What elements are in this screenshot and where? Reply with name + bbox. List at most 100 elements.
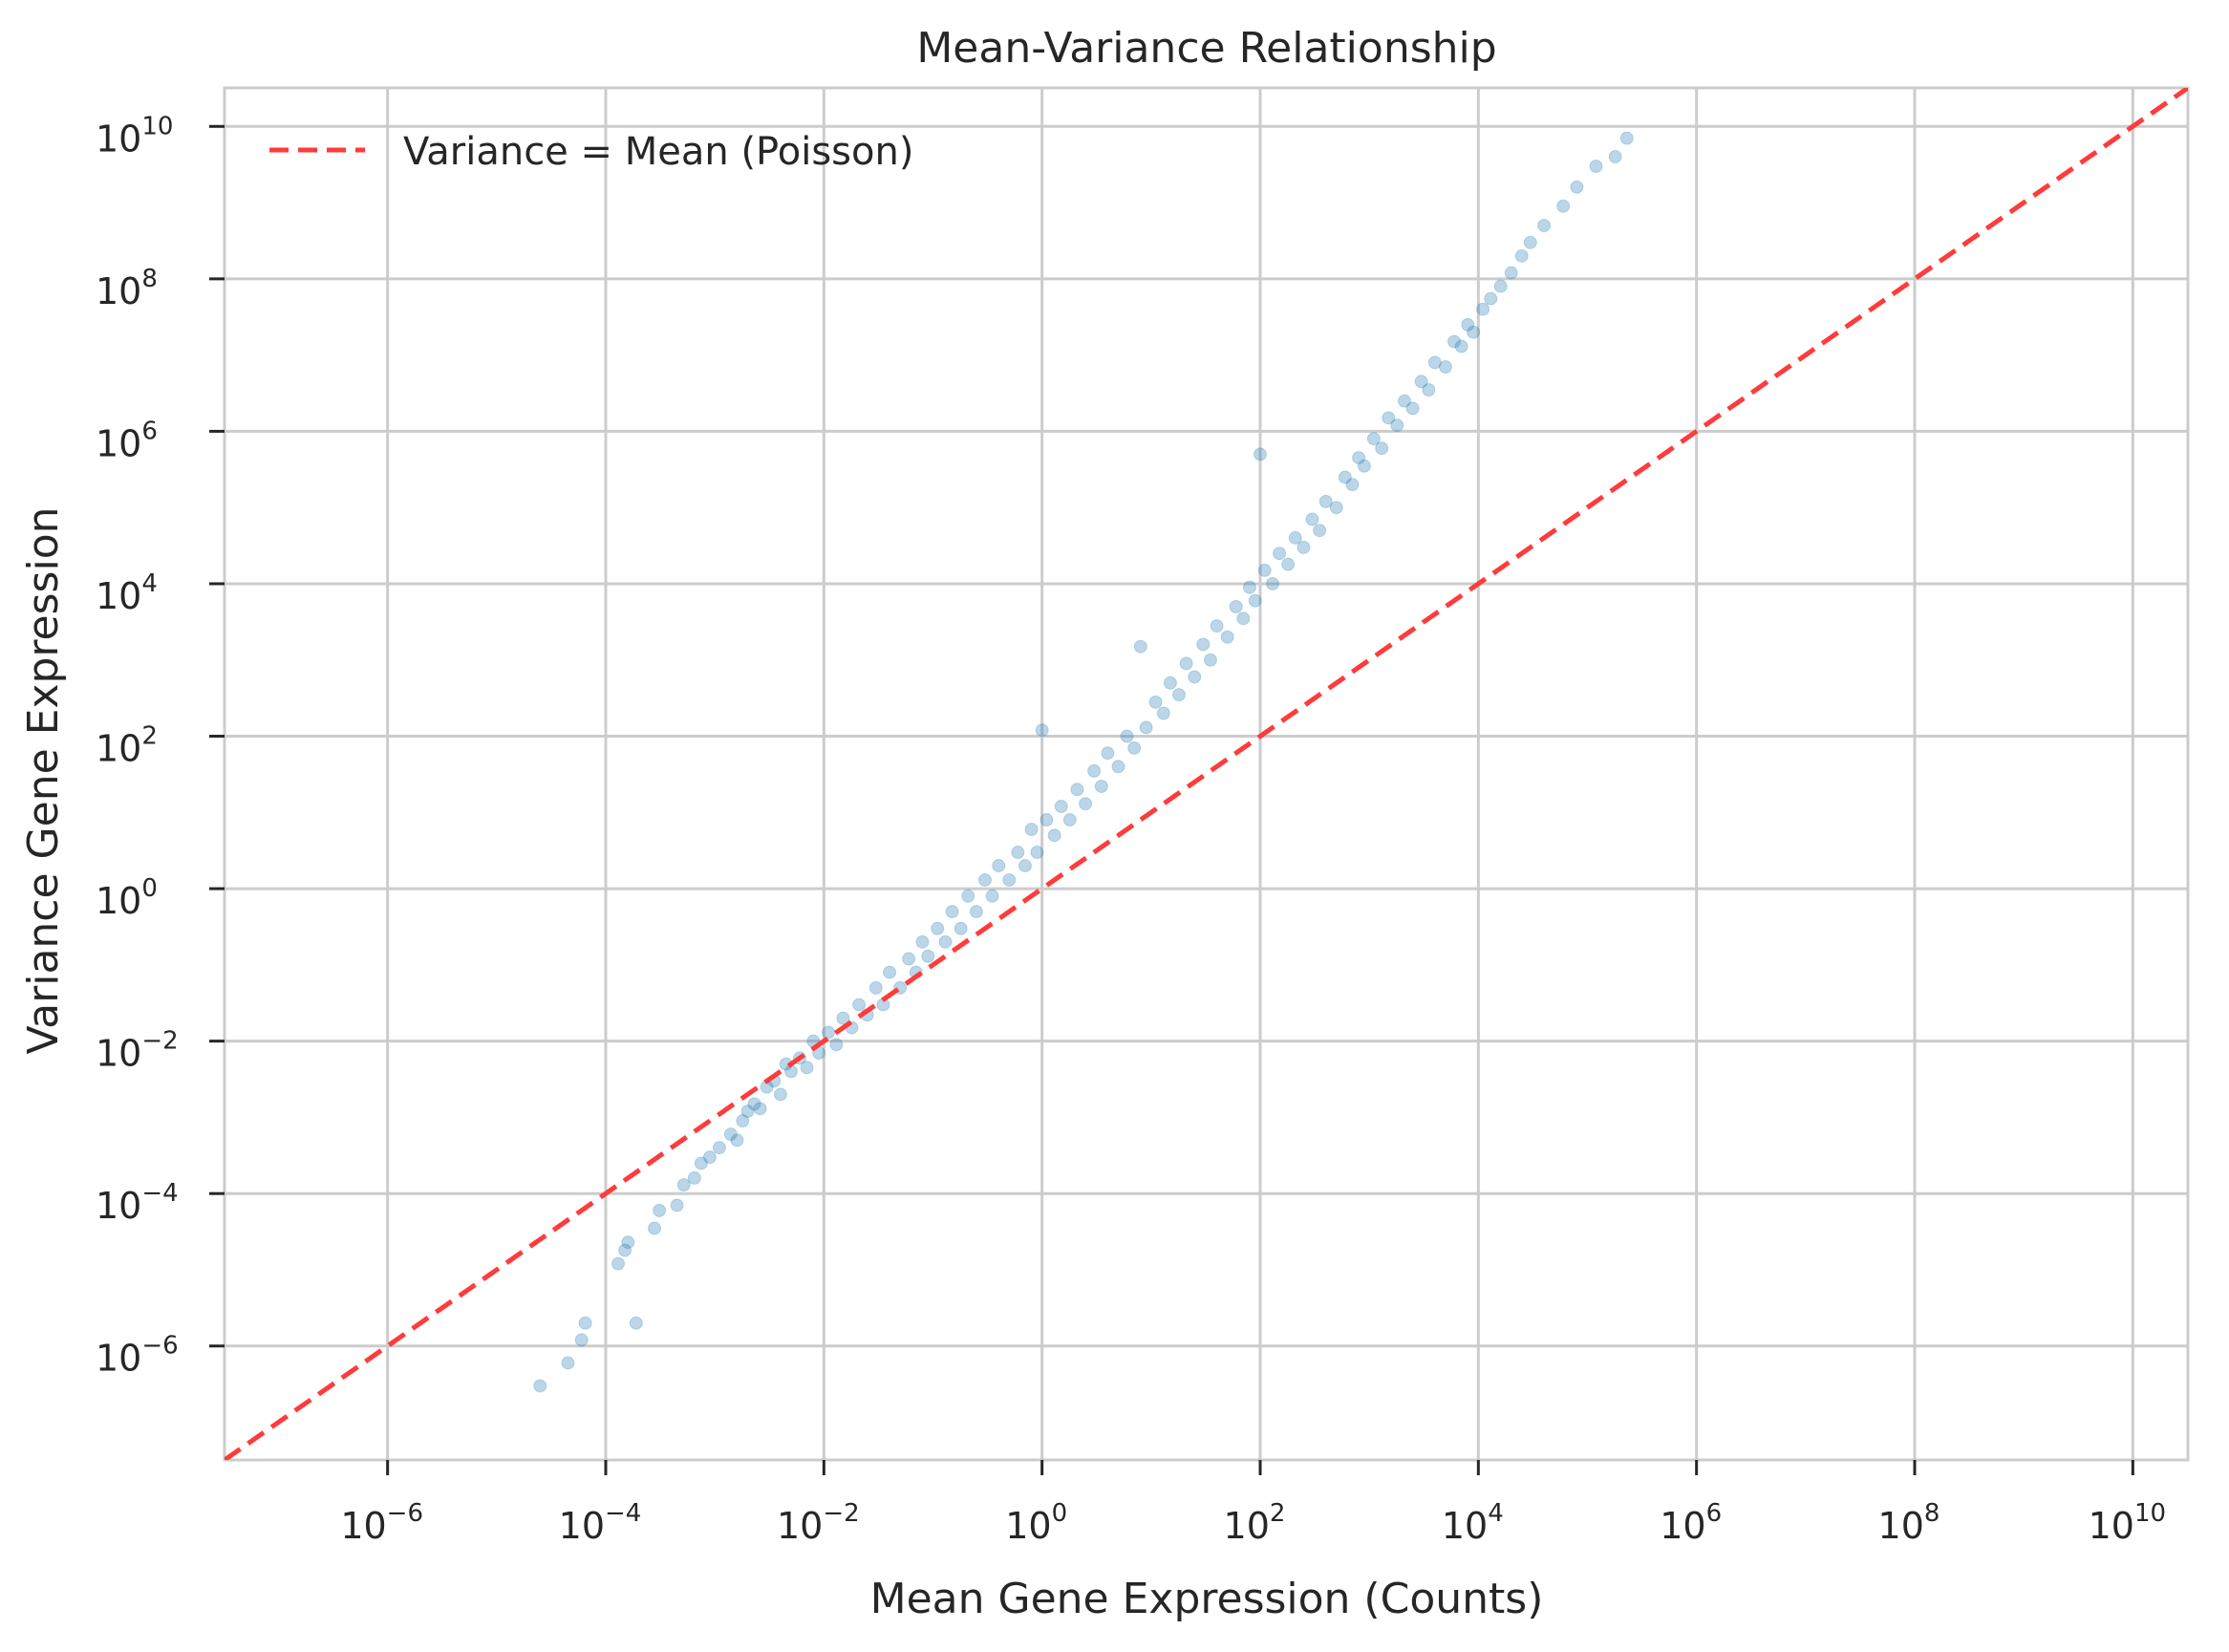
scatter-point xyxy=(1288,530,1302,545)
scatter-point xyxy=(1493,279,1508,293)
scatter-point xyxy=(618,1243,632,1257)
scatter-point xyxy=(1139,720,1153,735)
chart-title: Mean-Variance Relationship xyxy=(916,24,1496,73)
scatter-point xyxy=(1133,639,1147,654)
scatter-point xyxy=(736,1114,750,1128)
x-tick-label: 102 xyxy=(1224,1499,1286,1547)
scatter-point xyxy=(1163,676,1177,690)
scatter-point xyxy=(1484,291,1498,306)
scatter-point xyxy=(800,1061,814,1075)
scatter-point xyxy=(1375,441,1389,456)
scatter-point xyxy=(1030,846,1044,860)
y-tick-label: 10−2 xyxy=(96,1027,179,1075)
scatter-point xyxy=(1467,325,1481,339)
scatter-point xyxy=(1035,723,1049,738)
scatter-point xyxy=(1266,576,1280,590)
y-tick-label: 100 xyxy=(96,874,158,922)
scatter-point xyxy=(1220,630,1234,644)
y-tick-label: 104 xyxy=(96,569,158,617)
scatter-point xyxy=(773,1087,787,1102)
x-tick-label: 10−4 xyxy=(559,1499,642,1547)
scatter-point xyxy=(1556,199,1571,213)
scatter-point xyxy=(938,934,953,949)
scatter-point xyxy=(1253,447,1267,461)
scatter-point xyxy=(670,1198,684,1212)
scatter-point xyxy=(1619,131,1634,145)
scatter-point xyxy=(1608,150,1622,164)
scatter-point xyxy=(740,1105,755,1119)
scatter-point xyxy=(1024,822,1039,836)
scatter-point xyxy=(1236,611,1251,626)
scatter-point xyxy=(1248,593,1262,608)
scatter-point xyxy=(1070,783,1084,797)
legend-label: Variance = Mean (Poisson) xyxy=(403,130,913,174)
scatter-point xyxy=(961,889,975,903)
scatter-point xyxy=(1148,695,1163,709)
scatter-point xyxy=(629,1316,643,1330)
scatter-point xyxy=(687,1170,701,1185)
scatter-point xyxy=(1156,706,1170,720)
scatter-point xyxy=(574,1333,589,1347)
scatter-point xyxy=(931,921,945,935)
scatter-point xyxy=(1537,219,1552,233)
scatter-point xyxy=(1397,394,1411,408)
scatter-point xyxy=(1390,418,1404,433)
scatter-point xyxy=(621,1235,635,1250)
scatter-point xyxy=(1281,557,1296,571)
scatter-point xyxy=(1002,872,1017,887)
scatter-point xyxy=(578,1316,592,1330)
scatter-point xyxy=(1514,248,1529,263)
scatter-point xyxy=(1447,334,1462,349)
scatter-point xyxy=(561,1356,575,1370)
scatter-point xyxy=(1438,359,1452,374)
scatter-point xyxy=(1329,501,1343,515)
x-tick-label: 10−6 xyxy=(340,1499,423,1547)
scatter-point xyxy=(1087,763,1102,778)
scatter-point xyxy=(1318,494,1333,508)
scatter-point xyxy=(1345,478,1360,492)
scatter-point xyxy=(1313,524,1327,538)
scatter-point xyxy=(1210,619,1224,633)
scatter-point xyxy=(822,1025,836,1040)
scatter-point xyxy=(723,1127,738,1142)
scatter-point xyxy=(1427,355,1442,370)
x-tick-label: 104 xyxy=(1442,1499,1504,1547)
scatter-point xyxy=(1414,375,1428,389)
scatter-point xyxy=(1366,432,1381,446)
axes-frame xyxy=(223,86,2190,1462)
scatter-point xyxy=(1229,599,1243,613)
scatter-point xyxy=(836,1011,850,1025)
scatter-point xyxy=(730,1133,744,1148)
scatter-point xyxy=(1111,760,1125,774)
x-axis-title: Mean Gene Expression (Counts) xyxy=(870,1575,1544,1623)
scatter-point xyxy=(1523,235,1537,249)
scatter-point xyxy=(1461,317,1475,332)
scatter-point xyxy=(1039,813,1054,827)
scatter-point xyxy=(1570,180,1584,194)
scatter-point xyxy=(1357,459,1371,473)
x-tick-label: 108 xyxy=(1878,1499,1940,1547)
x-tick-label: 10−2 xyxy=(777,1499,860,1547)
y-tick-label: 10−4 xyxy=(96,1179,179,1227)
scatter-point xyxy=(1127,740,1142,755)
plot-area xyxy=(209,86,2190,1475)
scatter-point xyxy=(1018,859,1032,873)
scatter-point xyxy=(676,1178,691,1192)
scatter-point xyxy=(611,1256,626,1271)
scatter-point xyxy=(1338,470,1352,484)
scatter-point xyxy=(1405,401,1420,416)
scatter-point xyxy=(977,872,992,887)
scatter-point xyxy=(1589,160,1603,174)
scatter-point xyxy=(1196,637,1211,652)
scatter-point xyxy=(969,905,983,919)
scatter-point xyxy=(1476,302,1490,316)
scatter-point xyxy=(783,1064,798,1079)
scatter-point xyxy=(1297,540,1311,554)
x-tick-label: 106 xyxy=(1660,1499,1722,1547)
y-tick-label: 108 xyxy=(96,265,158,312)
scatter-point xyxy=(852,998,867,1012)
scatter-point xyxy=(1011,846,1025,860)
scatter-point xyxy=(1171,688,1186,702)
scatter-point xyxy=(954,921,968,935)
scatter-point xyxy=(1203,653,1217,667)
